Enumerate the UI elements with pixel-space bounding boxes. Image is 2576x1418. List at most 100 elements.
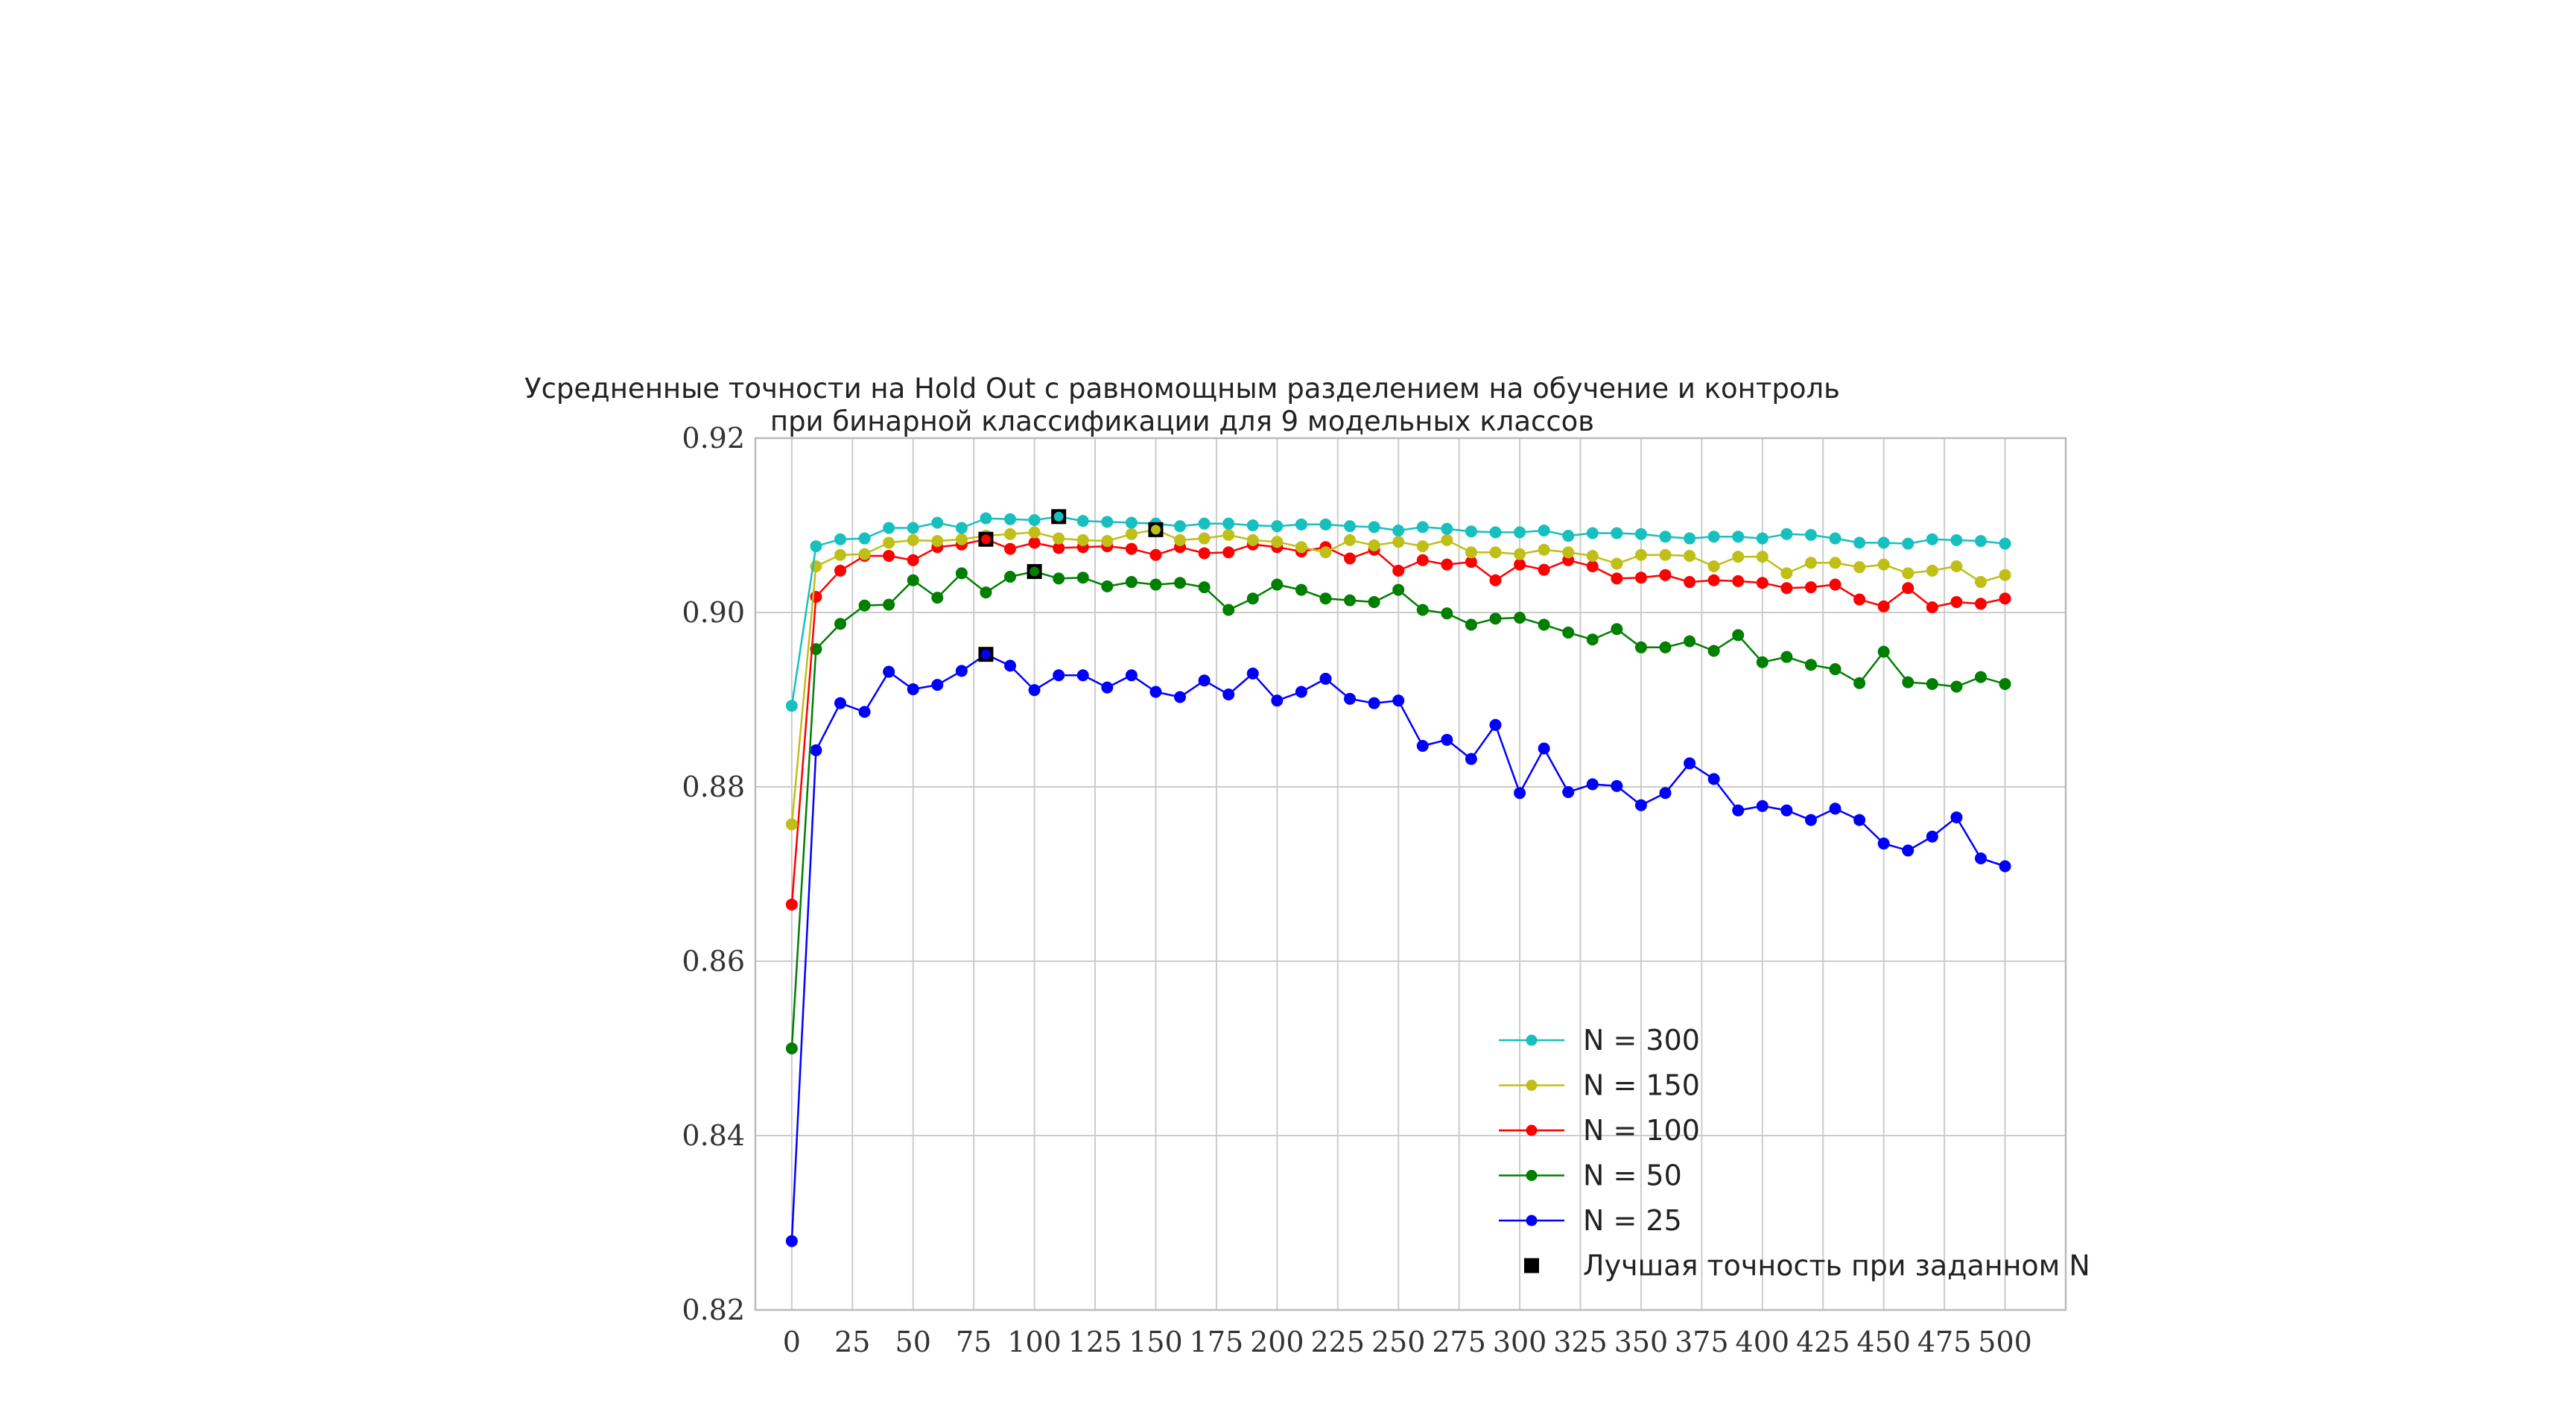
data-point	[1246, 592, 1259, 605]
data-point	[907, 554, 919, 566]
data-point	[1974, 852, 1987, 864]
series-layer	[785, 510, 2011, 1247]
x-tick-label: 475	[1917, 1326, 1972, 1358]
series-n-300	[785, 510, 2011, 712]
legend-item: N = 150	[1499, 1069, 1700, 1102]
data-point	[1829, 663, 1841, 676]
legend-marker	[1526, 1170, 1538, 1181]
data-point	[1877, 645, 1890, 658]
data-point	[1902, 676, 1914, 689]
data-point	[907, 574, 919, 586]
data-point	[834, 533, 847, 545]
legend-label: N = 300	[1583, 1024, 1700, 1057]
data-point	[1222, 604, 1235, 616]
data-point	[858, 599, 871, 612]
data-point	[1441, 534, 1453, 546]
data-point	[1586, 560, 1599, 572]
data-point	[1149, 578, 1162, 591]
data-point	[907, 683, 919, 695]
x-tick-label: 500	[1978, 1326, 2032, 1358]
data-point	[1271, 536, 1284, 548]
x-tick-label: 50	[895, 1326, 931, 1358]
data-point	[1780, 804, 1793, 817]
data-point	[1416, 604, 1429, 616]
data-point	[834, 618, 847, 630]
data-point	[1611, 527, 1623, 539]
data-point	[1780, 651, 1793, 663]
data-point	[1125, 542, 1138, 555]
data-point	[883, 537, 895, 549]
data-point	[1926, 677, 1938, 690]
data-point	[1999, 569, 2011, 581]
data-point	[1999, 592, 2011, 605]
data-point	[1489, 574, 1502, 586]
data-point	[955, 665, 968, 677]
data-point	[1174, 577, 1187, 589]
x-tick-label: 100	[1007, 1326, 1062, 1358]
y-tick-label: 0.88	[682, 770, 745, 803]
data-point	[1586, 549, 1599, 562]
data-point	[1974, 671, 1987, 683]
data-point	[1562, 626, 1575, 639]
data-point	[1028, 526, 1041, 539]
data-point	[1392, 694, 1405, 707]
data-point	[1004, 542, 1017, 555]
y-tick-label: 0.82	[682, 1294, 745, 1326]
data-point	[1902, 582, 1914, 595]
data-point	[1756, 577, 1768, 589]
data-point	[1877, 558, 1890, 571]
data-point	[1392, 564, 1405, 577]
data-point	[1926, 601, 1938, 613]
data-point	[1950, 811, 1963, 823]
x-tick-label: 450	[1856, 1326, 1911, 1358]
data-point	[1295, 541, 1307, 554]
legend-marker	[1526, 1034, 1538, 1046]
data-point	[1538, 618, 1550, 631]
data-point	[858, 532, 871, 545]
data-point	[1441, 558, 1453, 571]
data-point	[1804, 528, 1817, 541]
data-point	[1974, 535, 1987, 548]
legend-label: N = 50	[1583, 1159, 1682, 1192]
data-point	[1853, 814, 1866, 826]
data-point	[907, 534, 919, 546]
data-point	[858, 548, 871, 560]
data-point	[785, 818, 798, 831]
data-point	[1344, 594, 1357, 607]
data-point	[1732, 804, 1745, 817]
data-point	[1586, 633, 1599, 646]
data-point	[785, 700, 798, 712]
data-point	[955, 522, 968, 534]
data-point	[1684, 532, 1696, 545]
data-point	[785, 1042, 798, 1054]
data-point	[1659, 531, 1672, 543]
data-point	[1344, 534, 1357, 546]
x-tick-label: 75	[956, 1326, 992, 1358]
data-point	[1950, 680, 1963, 693]
x-tick-label: 275	[1432, 1326, 1486, 1358]
data-point	[1441, 607, 1453, 620]
data-point	[1634, 799, 1647, 811]
data-point	[1586, 778, 1599, 791]
data-point	[1319, 672, 1332, 685]
data-point	[1950, 534, 1963, 546]
data-point	[1902, 844, 1914, 857]
data-point	[1368, 697, 1380, 709]
data-point	[1829, 532, 1841, 545]
data-point	[955, 567, 968, 580]
x-tick-label: 225	[1311, 1326, 1365, 1358]
best-marker-point	[1150, 525, 1161, 535]
data-point	[1149, 548, 1162, 561]
data-point	[1465, 525, 1477, 538]
data-point	[1538, 525, 1550, 537]
data-point	[1999, 677, 2011, 690]
data-point	[1101, 580, 1114, 592]
data-point	[834, 548, 847, 561]
data-point	[1368, 539, 1380, 551]
data-point	[1076, 669, 1089, 682]
data-point	[1053, 572, 1065, 585]
data-point	[1562, 786, 1575, 799]
data-point	[810, 744, 822, 756]
data-point	[1999, 537, 2011, 550]
legend-marker	[1526, 1080, 1538, 1091]
